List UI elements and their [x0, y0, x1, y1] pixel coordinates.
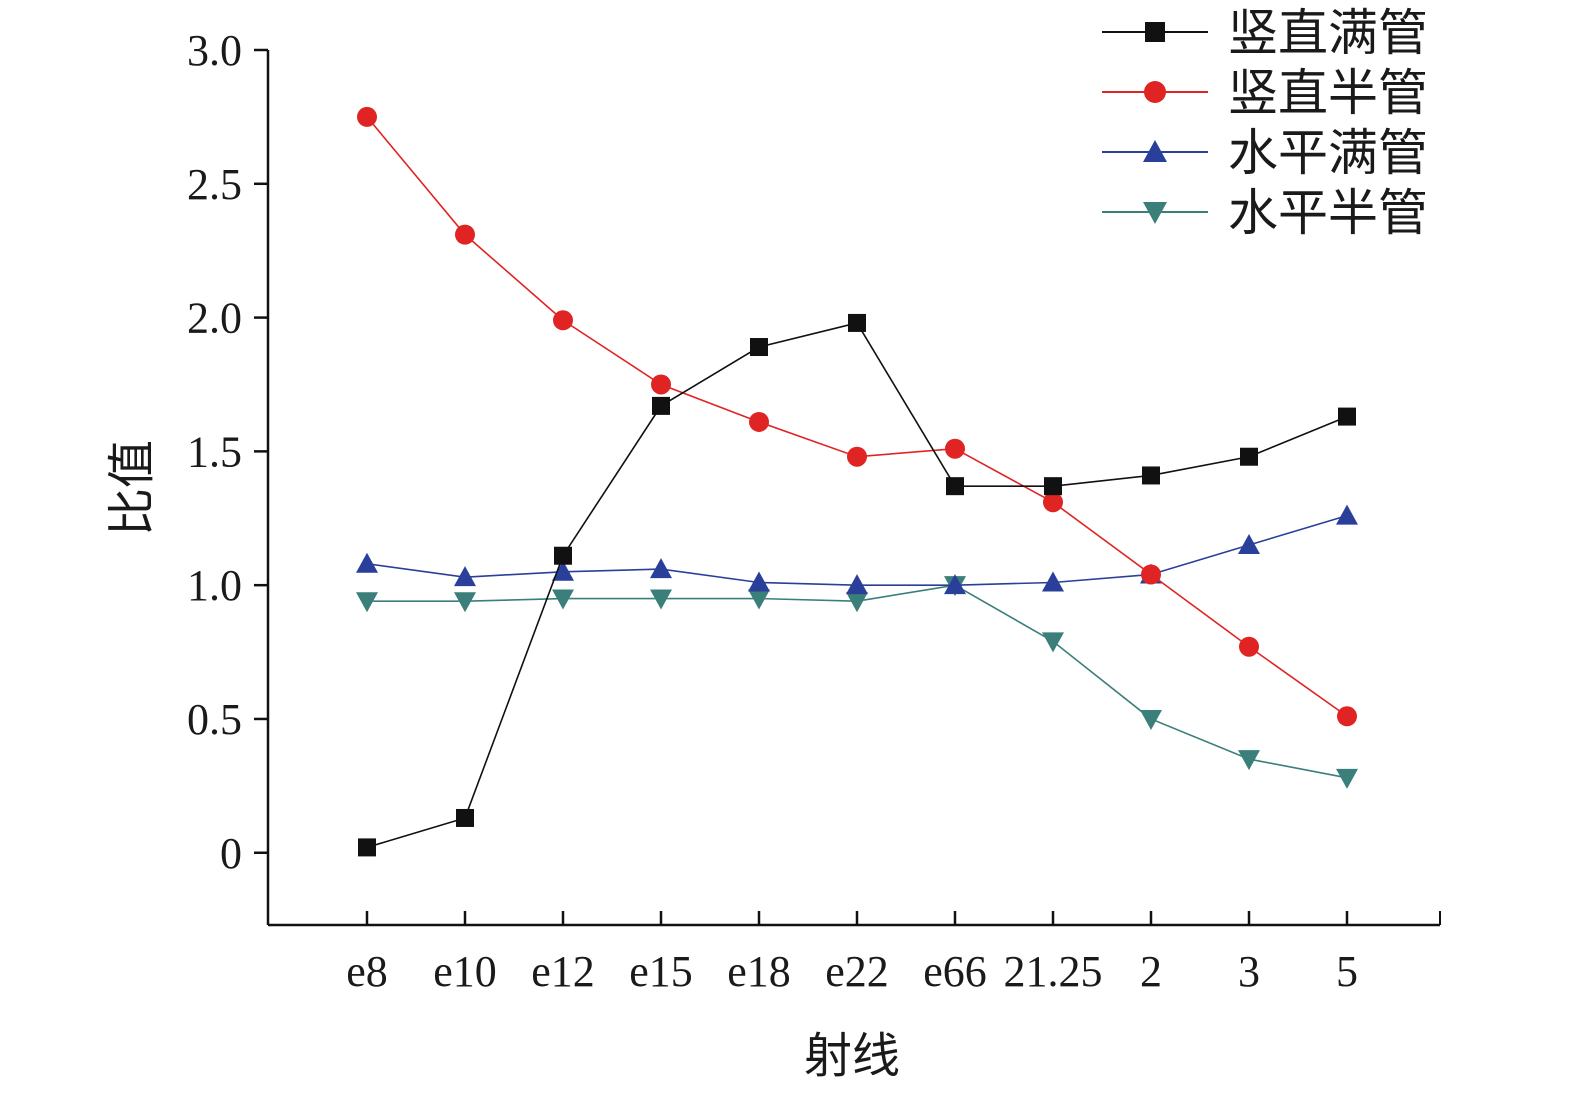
data-point	[944, 574, 966, 595]
data-point	[846, 574, 868, 595]
legend-marker	[1145, 22, 1165, 42]
data-point	[749, 411, 769, 432]
data-point	[1140, 709, 1162, 730]
x-tick-label: 21.25	[1004, 947, 1103, 996]
data-point	[1239, 636, 1259, 657]
x-tick-label: 3	[1238, 947, 1260, 996]
x-tick-label: e15	[629, 947, 693, 996]
data-point	[554, 546, 572, 565]
data-point	[847, 446, 867, 467]
data-point	[748, 571, 770, 592]
data-point	[750, 338, 768, 357]
data-point	[846, 592, 868, 613]
data-point	[1238, 750, 1260, 771]
data-point	[357, 106, 377, 127]
series-line	[366, 116, 1348, 717]
y-tick-label: 1.0	[187, 561, 242, 610]
data-point	[1238, 534, 1260, 555]
data-point	[553, 310, 573, 331]
x-tick-label: e18	[727, 947, 791, 996]
data-point	[454, 592, 476, 613]
legend-label: 竖直满管	[1228, 5, 1428, 61]
series-line	[367, 584, 1348, 779]
x-tick-label: 2	[1140, 947, 1162, 996]
data-point	[356, 552, 378, 573]
legend-item: 水平满管	[1102, 125, 1428, 181]
data-point	[1043, 492, 1063, 513]
data-point	[650, 558, 672, 579]
legend-marker	[1143, 202, 1167, 224]
series-2	[357, 106, 1357, 727]
data-point	[1042, 571, 1064, 592]
legend-marker	[1144, 81, 1166, 103]
data-point	[356, 592, 378, 613]
series-layer	[356, 106, 1358, 857]
data-point	[456, 808, 474, 827]
series-4	[356, 576, 1358, 789]
series-1	[358, 313, 1356, 857]
y-tick-label: 3.0	[187, 26, 242, 75]
y-axis-title: 比值	[106, 440, 159, 536]
y-tick-label: 0.5	[187, 695, 242, 744]
data-point	[552, 560, 574, 581]
legend-label: 水平半管	[1228, 185, 1428, 241]
data-point	[848, 313, 866, 332]
legend-label: 水平满管	[1228, 125, 1428, 181]
x-tick-label: e12	[531, 947, 595, 996]
data-point	[455, 224, 475, 245]
data-point	[1142, 466, 1160, 485]
legend-item: 竖直满管	[1102, 5, 1428, 61]
data-point	[650, 589, 672, 610]
axes: 0 0.5 1.0 1.5 2.0 2.5 3.0 e8 e10 e12 e15 e18 e22 e66 2…	[187, 26, 1441, 996]
data-point	[1044, 477, 1062, 496]
x-tick-label: e10	[433, 947, 497, 996]
data-point	[748, 589, 770, 610]
data-point	[454, 566, 476, 587]
x-tick-label: e22	[825, 947, 889, 996]
data-point	[1240, 447, 1258, 466]
x-axis-title: 射线	[804, 1030, 900, 1083]
data-point	[1141, 564, 1161, 585]
legend-label: 竖直半管	[1228, 65, 1428, 121]
legend-marker	[1143, 140, 1167, 162]
x-tick-label: 5	[1336, 947, 1358, 996]
data-point	[358, 838, 376, 857]
data-point	[652, 396, 670, 415]
data-point	[651, 374, 671, 395]
x-tick-label: e8	[346, 947, 388, 996]
data-point	[1336, 768, 1358, 789]
x-tick-label: e66	[923, 947, 987, 996]
data-point	[552, 589, 574, 610]
data-point	[1042, 632, 1064, 653]
data-point	[1337, 706, 1357, 727]
series-3	[356, 504, 1358, 595]
y-tick-label: 0	[220, 829, 242, 878]
y-tick-label: 2.0	[187, 294, 242, 343]
y-tick-label: 1.5	[187, 427, 242, 476]
legend-item: 竖直半管	[1102, 65, 1428, 121]
legend-item: 水平半管	[1102, 185, 1428, 241]
data-point	[945, 438, 965, 459]
data-point	[946, 477, 964, 496]
data-point	[1336, 504, 1358, 525]
y-tick-label: 2.5	[187, 160, 242, 209]
data-point	[1338, 407, 1356, 426]
